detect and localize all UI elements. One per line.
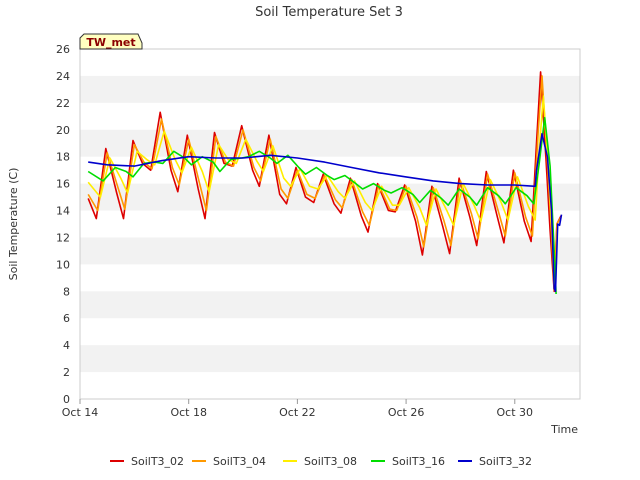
legend-label: SoilT3_08 xyxy=(304,455,357,468)
x-tick-label: Oct 22 xyxy=(279,406,316,419)
legend-item: SoilT3_02 xyxy=(110,455,184,468)
y-tick-label: 20 xyxy=(56,124,70,137)
y-tick-label: 24 xyxy=(56,70,70,83)
x-tick-label: Oct 30 xyxy=(497,406,534,419)
y-tick-label: 14 xyxy=(56,205,70,218)
legend-item: SoilT3_08 xyxy=(283,455,357,468)
y-axis-label: Soil Temperature (C) xyxy=(7,168,20,281)
series-line-soilt3_02 xyxy=(87,71,562,293)
y-tick-label: 8 xyxy=(63,285,70,298)
station-label: TW_met xyxy=(86,36,135,49)
legend-item: SoilT3_16 xyxy=(371,455,445,468)
x-tick-label: Oct 18 xyxy=(170,406,207,419)
legend-item: SoilT3_32 xyxy=(458,455,532,468)
y-tick-label: 18 xyxy=(56,151,70,164)
chart-title: Soil Temperature Set 3 xyxy=(255,5,403,20)
legend-label: SoilT3_16 xyxy=(392,455,445,468)
legend-label: SoilT3_04 xyxy=(213,455,266,468)
legend-item: SoilT3_04 xyxy=(192,455,266,468)
x-axis-label: Time xyxy=(550,423,578,436)
grid-band xyxy=(80,345,580,373)
y-tick-label: 0 xyxy=(63,393,70,406)
legend-label: SoilT3_32 xyxy=(479,455,532,468)
y-tick-label: 10 xyxy=(56,258,70,271)
series-line-soilt3_32 xyxy=(88,133,563,293)
grid-band xyxy=(80,291,580,319)
x-tick-label: Oct 14 xyxy=(62,406,99,419)
y-tick-label: 4 xyxy=(63,339,70,352)
y-tick-label: 22 xyxy=(56,97,70,110)
series-line-soilt3_16 xyxy=(87,116,557,295)
x-tick-label: Oct 26 xyxy=(388,406,425,419)
x-axis-ticks: Oct 14 Oct 18 Oct 22 Oct 26 Oct 30 xyxy=(62,399,533,419)
plot-area-border xyxy=(79,48,581,400)
y-tick-label: 6 xyxy=(63,312,70,325)
series-lines xyxy=(87,71,563,295)
station-badge: TW_met xyxy=(79,33,143,50)
grid-band xyxy=(80,237,580,265)
grid-band xyxy=(80,75,580,103)
y-tick-label: 26 xyxy=(56,43,70,56)
legend: SoilT3_02 SoilT3_04 SoilT3_08 SoilT3_16 Soil… xyxy=(110,455,532,468)
y-tick-label: 12 xyxy=(56,231,70,244)
y-tick-label: 2 xyxy=(63,366,70,379)
legend-label: SoilT3_02 xyxy=(131,455,184,468)
y-tick-label: 16 xyxy=(56,178,70,191)
grid-bands xyxy=(80,75,580,373)
